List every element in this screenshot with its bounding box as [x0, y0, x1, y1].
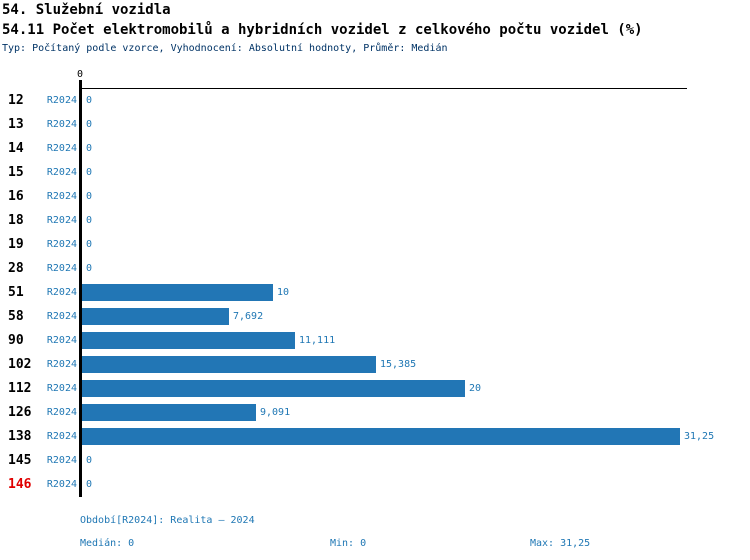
row-series-label: R2024	[46, 167, 77, 178]
row-value-label: 0	[86, 479, 93, 490]
row-series-label: R2024	[46, 263, 77, 274]
row-category-label: 145	[8, 453, 32, 468]
row-value-label: 0	[86, 215, 93, 226]
max-stat-label: Max: 31,25	[530, 538, 591, 549]
row-category-label: 15	[8, 165, 24, 180]
row-category-label: 126	[8, 405, 32, 420]
row-value-label: 0	[86, 95, 93, 106]
bar	[82, 404, 256, 421]
row-series-label: R2024	[46, 335, 77, 346]
row-series-label: R2024	[46, 383, 77, 394]
row-category-label: 14	[8, 141, 24, 156]
row-series-label: R2024	[46, 191, 77, 202]
row-series-label: R2024	[46, 431, 77, 442]
row-category-label: 18	[8, 213, 24, 228]
row-value-label: 31,25	[684, 431, 715, 442]
bar	[82, 332, 295, 349]
row-value-label: 10	[277, 287, 290, 298]
bar	[82, 284, 273, 301]
median-stat-label: Medián: 0	[80, 538, 135, 549]
row-series-label: R2024	[46, 239, 77, 250]
axis-top-line	[79, 88, 687, 89]
axis-zero-tick-label: 0	[76, 69, 84, 80]
row-category-label: 58	[8, 309, 24, 324]
row-category-label: 138	[8, 429, 32, 444]
row-series-label: R2024	[46, 311, 77, 322]
row-series-label: R2024	[46, 479, 77, 490]
row-value-label: 0	[86, 143, 93, 154]
row-series-label: R2024	[46, 95, 77, 106]
axis-baseline	[79, 80, 82, 497]
bar	[82, 380, 465, 397]
row-series-label: R2024	[46, 287, 77, 298]
row-value-label: 15,385	[380, 359, 417, 370]
row-category-label: 16	[8, 189, 24, 204]
indicator-title: 54.11 Počet elektromobilů a hybridních v…	[2, 22, 643, 38]
row-value-label: 11,111	[299, 335, 336, 346]
row-category-label: 146	[8, 477, 32, 492]
row-value-label: 0	[86, 119, 93, 130]
min-stat-label: Min: 0	[330, 538, 367, 549]
row-series-label: R2024	[46, 215, 77, 226]
row-category-label: 13	[8, 117, 24, 132]
row-value-label: 7,692	[233, 311, 264, 322]
bar	[82, 308, 229, 325]
row-category-label: 28	[8, 261, 24, 276]
bar	[82, 356, 376, 373]
row-category-label: 51	[8, 285, 24, 300]
row-category-label: 19	[8, 237, 24, 252]
row-series-label: R2024	[46, 143, 77, 154]
row-series-label: R2024	[46, 407, 77, 418]
row-value-label: 0	[86, 239, 93, 250]
row-value-label: 0	[86, 455, 93, 466]
row-series-label: R2024	[46, 119, 77, 130]
row-category-label: 112	[8, 381, 32, 396]
row-series-label: R2024	[46, 359, 77, 370]
bar	[82, 428, 680, 445]
row-value-label: 0	[86, 167, 93, 178]
row-value-label: 0	[86, 191, 93, 202]
section-title: 54. Služební vozidla	[2, 2, 171, 18]
row-value-label: 9,091	[260, 407, 291, 418]
row-value-label: 20	[469, 383, 482, 394]
row-category-label: 12	[8, 93, 24, 108]
row-value-label: 0	[86, 263, 93, 274]
indicator-meta-line: Typ: Počítaný podle vzorce, Vyhodnocení:…	[2, 43, 448, 54]
row-series-label: R2024	[46, 455, 77, 466]
period-label: Období[R2024]: Realita – 2024	[80, 515, 255, 526]
row-category-label: 90	[8, 333, 24, 348]
row-category-label: 102	[8, 357, 32, 372]
